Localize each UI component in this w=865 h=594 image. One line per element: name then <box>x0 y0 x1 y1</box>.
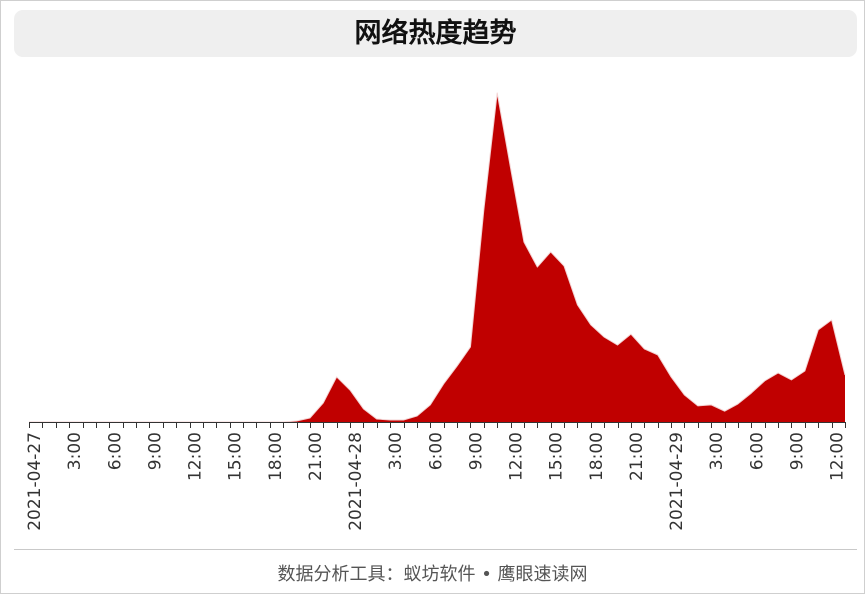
data-point <box>842 372 848 378</box>
x-tick-label: 2021-04-29 <box>667 432 687 531</box>
data-point <box>762 378 768 384</box>
data-point <box>655 352 661 358</box>
series-layer <box>29 90 848 424</box>
x-axis-ticks <box>29 422 846 428</box>
x-tick-label: 3:00 <box>707 432 727 470</box>
x-tick-label: 15:00 <box>226 432 246 481</box>
data-point <box>414 413 420 419</box>
data-point <box>334 374 340 380</box>
data-point <box>574 302 580 308</box>
data-point <box>294 418 300 424</box>
x-tick-label: 12:00 <box>507 432 527 481</box>
x-tick-label: 6:00 <box>747 432 767 470</box>
x-tick-label: 21:00 <box>627 432 647 481</box>
x-tick-label: 3:00 <box>386 432 406 470</box>
data-point <box>695 403 701 409</box>
x-tick-label: 2021-04-27 <box>25 432 45 531</box>
footer-divider <box>14 549 857 550</box>
x-tick-label: 9:00 <box>145 432 165 470</box>
data-point <box>534 264 540 270</box>
series-line <box>29 92 846 423</box>
x-tick-label: 2021-04-28 <box>346 432 366 531</box>
data-point <box>615 342 621 348</box>
title-bar: 网络热度趋势 <box>14 10 857 57</box>
data-point <box>829 317 835 323</box>
data-point <box>548 249 554 255</box>
data-point <box>307 415 313 421</box>
data-point <box>802 368 808 374</box>
data-point <box>588 322 594 328</box>
x-tick-label: 18:00 <box>266 432 286 481</box>
data-point <box>481 207 487 213</box>
x-tick-label: 3:00 <box>65 432 85 470</box>
x-tick-label: 6:00 <box>426 432 446 470</box>
data-point <box>374 416 380 422</box>
data-point <box>494 90 500 96</box>
x-tick-label: 15:00 <box>547 432 567 481</box>
x-axis-labels: 2021-04-27 3:00 6:00 9:00 12:00 15:00 18:00 21:… <box>25 432 848 531</box>
data-point <box>521 239 527 245</box>
data-point <box>347 387 353 393</box>
x-tick-label: 21:00 <box>306 432 326 481</box>
series-area <box>29 93 845 422</box>
data-point <box>722 408 728 414</box>
data-point <box>601 334 607 340</box>
data-point <box>708 402 714 408</box>
data-point <box>775 370 781 376</box>
data-point <box>788 377 794 383</box>
data-point <box>681 392 687 398</box>
data-point <box>454 363 460 369</box>
area-chart: 2021-04-27 3:00 6:00 9:00 12:00 15:00 18:00 21:… <box>25 90 848 531</box>
data-point <box>668 374 674 380</box>
x-tick-label: 9:00 <box>787 432 807 470</box>
data-point <box>427 402 433 408</box>
data-point <box>441 381 447 387</box>
x-tick-label: 6:00 <box>105 432 125 470</box>
data-point <box>467 344 473 350</box>
data-point <box>628 331 634 337</box>
data-point <box>561 263 567 269</box>
x-tick-label: 12:00 <box>186 432 206 481</box>
x-tick-label: 18:00 <box>587 432 607 481</box>
data-point <box>508 165 514 171</box>
data-point <box>735 401 741 407</box>
x-tick-label: 9:00 <box>466 432 486 470</box>
data-point <box>748 390 754 396</box>
data-point <box>641 346 647 352</box>
data-point <box>320 400 326 406</box>
data-point <box>360 406 366 412</box>
chart-title: 网络热度趋势 <box>354 18 517 49</box>
x-tick-label: 12:00 <box>828 432 848 481</box>
data-point <box>815 327 821 333</box>
footer-credit: 数据分析工具：蚁坊软件 • 鹰眼速读网 <box>277 564 588 585</box>
